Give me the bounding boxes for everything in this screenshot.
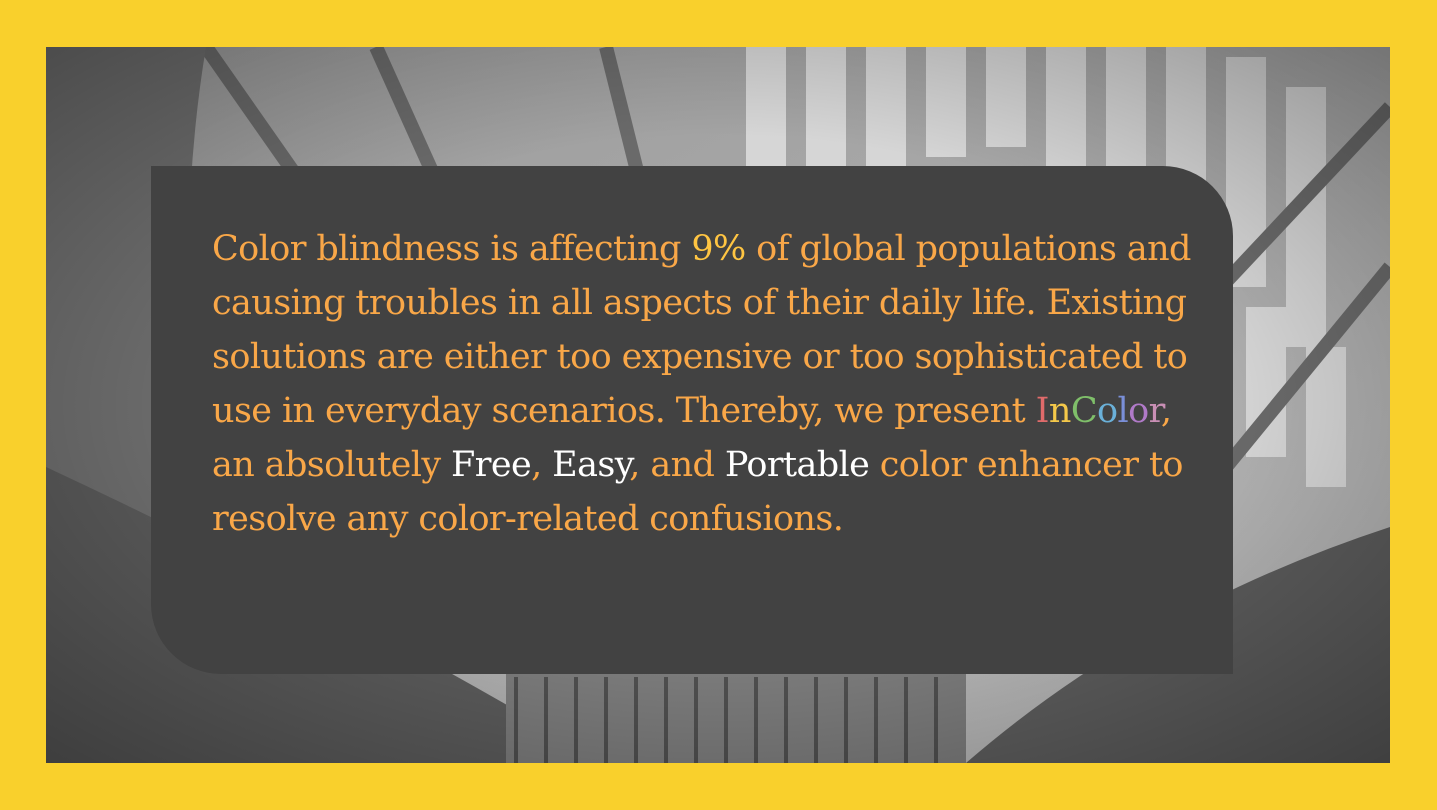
brand-letter: I [1035,391,1050,431]
brand-letter: r [1148,391,1162,431]
text-segment: , an absolutely [212,391,1172,485]
brand-letter: o [1097,391,1118,431]
portable-highlight: Portable [724,445,870,485]
brand-letter: C [1070,391,1098,431]
text-segment: Color blindness is affecting [212,229,692,269]
text-segment: , and [629,445,725,485]
text-card [151,166,1233,674]
brand-letter: o [1128,391,1149,431]
text-segment: of global populations and causing troubl… [212,229,1191,431]
brand-letter: n [1048,391,1072,431]
text-segment: color enhancer to resolve any color-rela… [212,445,1183,539]
easy-highlight: Easy [552,445,630,485]
percent-highlight: 9% [691,229,746,269]
incolor-brand-name: InColor [1035,391,1162,431]
intro-paragraph: Color blindness is affecting 9% of globa… [212,222,1212,546]
text-segment: , [531,445,553,485]
free-highlight: Free [451,445,532,485]
brand-letter: l [1117,391,1129,431]
